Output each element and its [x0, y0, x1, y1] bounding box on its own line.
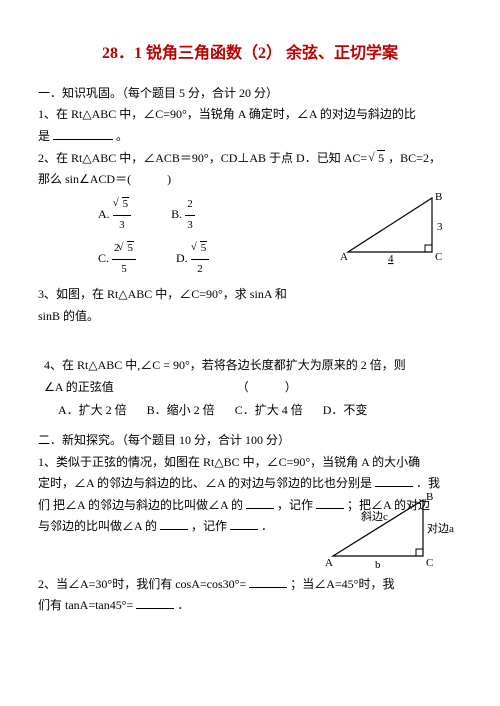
optA-label: A. — [98, 207, 110, 221]
triangle1-holder: A B C 3 4 — [340, 190, 450, 265]
q4-text1: 4、在 Rt△ABC 中,∠C = 90°，若将各边长度都扩大为原来的 2 倍，… — [44, 358, 406, 372]
tri1-C: C — [435, 251, 442, 263]
blank7 — [136, 596, 174, 609]
s2-q1-t7: ，记作 — [191, 519, 227, 533]
blank2 — [246, 496, 274, 509]
q4-line2: ∠A 的正弦值 （ ） — [44, 377, 462, 399]
q4-line1: 4、在 Rt△ABC 中,∠C = 90°，若将各边长度都扩大为原来的 2 倍，… — [44, 355, 462, 377]
page: 28．1 锐角三角函数（2） 余弦、正切学案 一．知识巩固。（每个题目 5 分，… — [0, 0, 500, 706]
q1-line2: 是 。 — [38, 126, 462, 148]
s2-q2-l2: 们有 tanA=tan45°= ． — [38, 595, 462, 617]
tri2-adj: b — [375, 559, 381, 570]
s2-q2-t1: 2、当∠A=30°时，我们有 cosA=cos30°= — [38, 577, 246, 591]
tri2-B: B — [426, 491, 433, 503]
section2-heading: 二．新知探究。（每个题目 10 分，合计 100 分） — [38, 430, 462, 452]
optD-frac: 5 2 — [191, 239, 210, 280]
blank4 — [160, 517, 188, 530]
q4-options: A．扩大 2 倍 B．缩小 2 倍 C．扩大 4 倍 D．不变 — [58, 400, 462, 422]
q2-text2: ，BC=2， — [388, 151, 441, 165]
s2-q1-t1: 定时，∠A 的邻边与斜边的比、∠A 的对边与邻边的比也分别是 — [38, 476, 372, 490]
q1-blank — [53, 127, 113, 140]
q1-text2: 。 — [116, 129, 128, 143]
q4-text3: （ ） — [237, 380, 297, 394]
optA: A. 5 3 — [98, 195, 131, 236]
triangle2-svg: A B C 斜边c 对边a b — [325, 488, 455, 570]
s2-q1-t4: ，记作 — [277, 498, 313, 512]
q3-line1: 3、如图，在 Rt△ABC 中，∠C=90°，求 sinA 和 — [38, 284, 462, 306]
q2-line1: 2、在 Rt△ABC 中，∠ACB＝90°，CD⊥AB 于点 D．已知 AC= … — [38, 148, 462, 170]
q4-text2: ∠A 的正弦值 — [44, 380, 114, 394]
opt4C: C．扩大 4 倍 — [235, 400, 303, 422]
doc-title: 28．1 锐角三角函数（2） 余弦、正切学案 — [38, 40, 462, 69]
optB-label: B. — [171, 207, 182, 221]
q1-line1: 1、在 Rt△ABC 中，∠C=90°，当锐角 A 确定时，∠A 的对边与斜边的… — [38, 104, 462, 126]
opt4D: D．不变 — [323, 400, 368, 422]
s2-q1-t3: 们 把∠A 的邻边与斜边的比叫做∠A 的 — [38, 498, 243, 512]
s2-q1-t8: ． — [261, 519, 273, 533]
s2-q2-t3: 们有 tanA=tan45°= — [38, 598, 133, 612]
s2-q1-t6: 与邻边的比叫做∠A 的 — [38, 519, 157, 533]
optB-frac: 23 — [185, 195, 195, 236]
opt4B: B．缩小 2 倍 — [147, 400, 215, 422]
blank6 — [249, 575, 287, 588]
blank5 — [230, 517, 258, 530]
tri1-A: A — [340, 251, 348, 263]
optB: B. 23 — [171, 195, 195, 236]
triangle2-holder: A B C 斜边c 对边a b — [325, 488, 455, 570]
q1-text1: 是 — [38, 129, 50, 143]
s2-q2-t2: ；当∠A=45°时，我 — [290, 577, 394, 591]
s2-q1-l1: 1、类似于正弦的情况，如图在 Rt△BC 中，∠C=90°，当锐角 A 的大小确 — [38, 452, 462, 474]
section1-heading: 一．知识巩固。（每个题目 5 分，合计 20 分） — [38, 83, 462, 105]
tri1-side-a: 3 — [437, 221, 443, 233]
s2-q2-l1: 2、当∠A=30°时，我们有 cosA=cos30°= ；当∠A=45°时，我 — [38, 574, 462, 596]
tri2-opp: 对边a — [427, 521, 454, 535]
tri1-side-b: 4 — [388, 253, 394, 265]
optC-frac: 25 5 — [112, 239, 136, 280]
tri2-C: C — [426, 557, 433, 569]
optA-frac: 5 3 — [113, 195, 132, 236]
opt4A: A．扩大 2 倍 — [58, 400, 127, 422]
tri2-hyp: 斜边c — [361, 510, 388, 523]
q3-line2: sinB 的值。 — [38, 306, 462, 328]
tri1-B: B — [435, 191, 442, 203]
spacer1 — [38, 327, 462, 355]
tri2-A: A — [325, 557, 333, 569]
q2-line2: 那么 sin∠ACD＝( ) — [38, 169, 462, 191]
blank1 — [375, 474, 413, 487]
sqrt-5: 5 — [370, 148, 385, 170]
s2-q2-t4: ． — [177, 598, 189, 612]
optC: C. 25 5 — [98, 239, 136, 280]
optD: D. 5 2 — [176, 239, 209, 280]
optD-label: D. — [176, 251, 188, 265]
optC-label: C. — [98, 251, 109, 265]
triangle1-svg: A B C 3 4 — [340, 190, 450, 265]
q2-text1: 2、在 Rt△ABC 中，∠ACB＝90°，CD⊥AB 于点 D．已知 AC= — [38, 151, 367, 165]
